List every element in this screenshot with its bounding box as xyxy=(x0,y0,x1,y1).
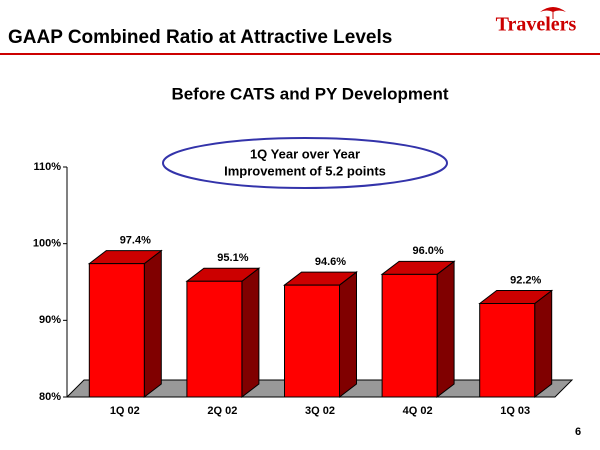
bar xyxy=(283,271,358,399)
value-label: 95.1% xyxy=(217,252,248,264)
logo-text: Travelers xyxy=(496,14,577,36)
bar-side xyxy=(143,249,162,399)
logo: Travelers xyxy=(496,7,577,36)
bar xyxy=(478,289,554,399)
bar-front xyxy=(381,273,438,398)
x-tick-label: 1Q 02 xyxy=(110,405,140,417)
value-label: 97.4% xyxy=(120,235,151,247)
logo-umbrella xyxy=(540,7,566,12)
bar-side xyxy=(534,289,553,399)
y-tick-label: 110% xyxy=(33,161,61,173)
page-number: 6 xyxy=(575,426,581,438)
bar-front xyxy=(88,263,145,398)
x-tick-label: 3Q 02 xyxy=(305,405,335,417)
annotation-line: 1Q Year over Year xyxy=(250,146,360,161)
y-tick-label: 100% xyxy=(33,238,61,250)
y-tick-label: 90% xyxy=(39,314,61,326)
bar xyxy=(380,260,456,399)
slide-title: GAAP Combined Ratio at Attractive Levels xyxy=(8,27,392,48)
annotation-line: Improvement of 5.2 points xyxy=(224,163,386,178)
bar xyxy=(185,267,261,399)
bar-front xyxy=(284,284,340,398)
bar-front xyxy=(186,280,243,398)
annotation-ellipse xyxy=(162,137,448,189)
bar xyxy=(87,249,163,399)
x-tick-label: 1Q 03 xyxy=(500,405,530,417)
bar-front xyxy=(479,302,536,398)
bar-side xyxy=(436,260,455,399)
x-tick-label: 2Q 02 xyxy=(207,405,237,417)
value-label: 94.6% xyxy=(315,256,346,268)
x-tick-label: 4Q 02 xyxy=(403,405,433,417)
bar-side xyxy=(241,267,260,399)
chart-title: Before CATS and PY Development xyxy=(171,84,448,103)
bar-side xyxy=(339,271,357,399)
value-label: 96.0% xyxy=(412,245,443,257)
value-label: 92.2% xyxy=(510,274,541,286)
y-tick-label: 80% xyxy=(39,391,61,403)
